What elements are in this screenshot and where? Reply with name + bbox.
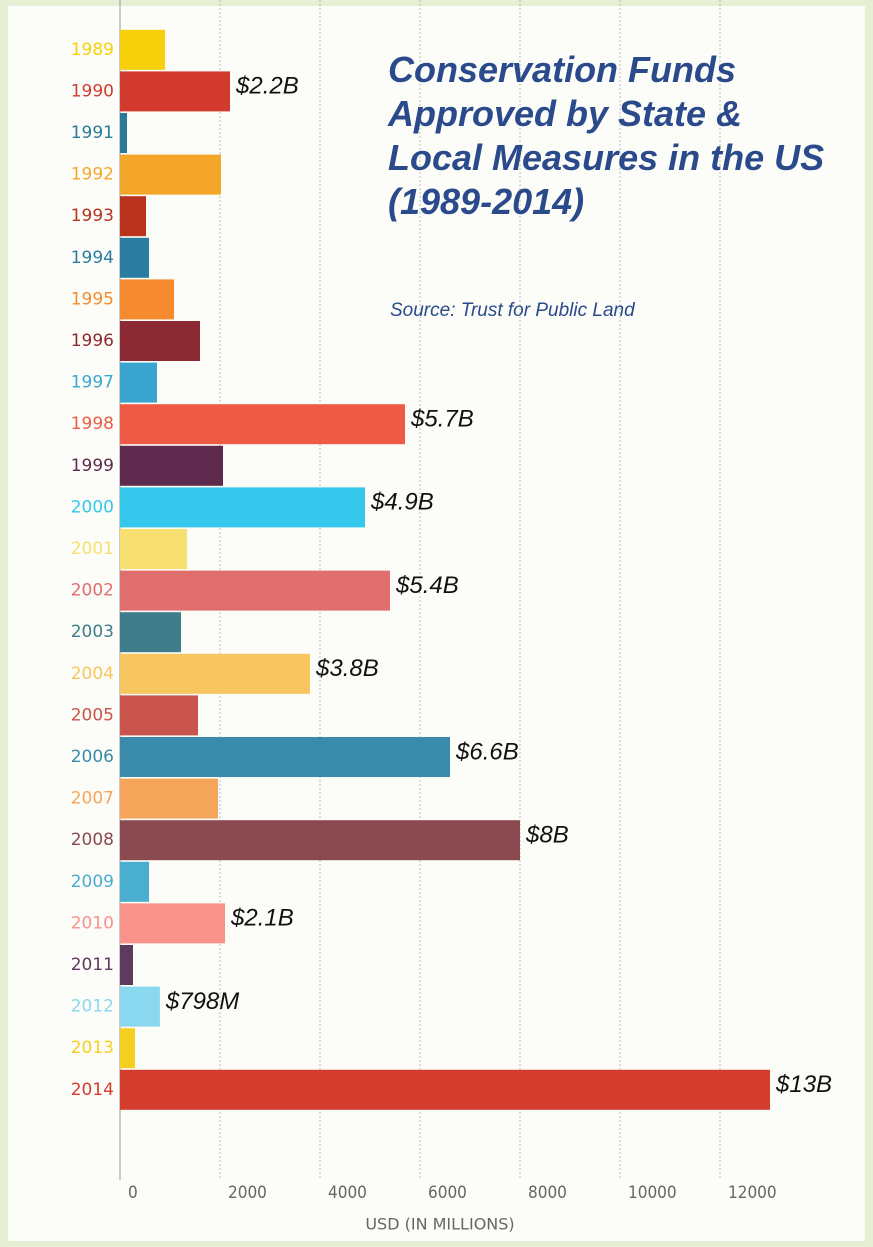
y-tick-label: 1991 xyxy=(71,123,114,143)
bar xyxy=(120,1069,770,1110)
bar xyxy=(120,362,157,403)
bar xyxy=(120,612,181,653)
x-tick-label: 6000 xyxy=(428,1183,467,1203)
x-tick-label: 2000 xyxy=(228,1183,267,1203)
y-tick-label: 2008 xyxy=(71,830,114,850)
y-tick-label: 1996 xyxy=(71,331,114,351)
y-tick-label: 2013 xyxy=(71,1038,114,1058)
x-tick-label: 4000 xyxy=(328,1183,367,1203)
y-tick-label: 2007 xyxy=(71,789,114,809)
value-label: $8B xyxy=(525,822,569,849)
bar xyxy=(120,986,160,1027)
y-tick-label: 2002 xyxy=(71,581,114,601)
bar xyxy=(120,945,133,985)
value-label: $13B xyxy=(775,1071,832,1098)
value-label: $5.4B xyxy=(395,572,459,599)
y-tick-label: 2004 xyxy=(71,664,114,684)
y-tick-label: 2003 xyxy=(71,622,114,642)
y-tick-label: 2006 xyxy=(71,747,114,767)
bar xyxy=(120,737,450,777)
bar xyxy=(120,570,390,611)
bar xyxy=(120,820,520,861)
y-tick-label: 2000 xyxy=(71,497,114,517)
bar xyxy=(120,279,174,320)
x-tick-label: 10000 xyxy=(628,1183,677,1203)
y-tick-label: 1998 xyxy=(71,414,114,434)
bar xyxy=(120,237,149,278)
y-tick-label: 1990 xyxy=(71,81,114,101)
y-tick-label: 1997 xyxy=(71,373,114,393)
value-label: $3.8B xyxy=(315,655,379,682)
chart-subtitle: Source: Trust for Public Land xyxy=(390,300,635,321)
y-tick-label: 1999 xyxy=(71,456,114,476)
bar xyxy=(120,113,127,153)
y-tick-label: 2014 xyxy=(71,1080,114,1100)
y-tick-label: 2010 xyxy=(71,913,114,933)
y-tick-label: 1992 xyxy=(71,165,114,185)
x-tick-label: 12000 xyxy=(728,1183,777,1203)
value-label: $5.7B xyxy=(410,406,474,433)
bar xyxy=(120,196,146,237)
bar xyxy=(120,487,365,528)
y-tick-label: 2001 xyxy=(71,539,114,559)
value-label: $4.9B xyxy=(370,489,434,516)
bar xyxy=(120,404,405,445)
bar xyxy=(120,29,165,70)
bar xyxy=(120,653,310,694)
bar xyxy=(120,445,223,486)
bar xyxy=(120,903,225,944)
y-tick-label: 2011 xyxy=(71,955,114,975)
bar xyxy=(120,778,218,819)
chart-title: Conservation Funds Approved by State & L… xyxy=(388,49,825,222)
x-axis-label: USD (IN MILLIONS) xyxy=(365,1215,514,1234)
x-tick-label: 0 xyxy=(128,1183,138,1203)
value-label: $2.2B xyxy=(235,73,299,100)
y-tick-label: 1994 xyxy=(71,248,114,268)
y-tick-label: 2009 xyxy=(71,872,114,892)
bar xyxy=(120,1028,135,1069)
y-tick-label: 1993 xyxy=(71,206,114,226)
y-tick-label: 2012 xyxy=(71,997,114,1017)
y-tick-label: 1989 xyxy=(71,40,114,60)
y-tick-label: 1995 xyxy=(71,289,114,309)
bar xyxy=(120,861,149,902)
bar xyxy=(120,529,187,569)
x-tick-label: 8000 xyxy=(528,1183,567,1203)
value-label: $6.6B xyxy=(455,738,519,765)
value-label: $2.1B xyxy=(230,905,294,932)
bar xyxy=(120,321,200,361)
y-tick-label: 2005 xyxy=(71,705,114,725)
bar xyxy=(120,71,230,112)
value-label: $798M xyxy=(165,988,239,1015)
bar xyxy=(120,154,221,195)
bar xyxy=(120,695,198,736)
